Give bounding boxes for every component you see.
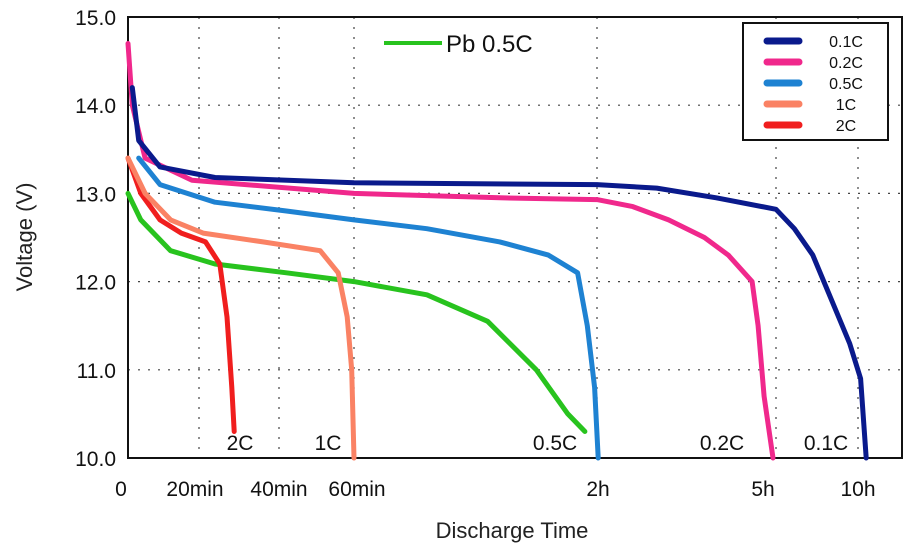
x-tick-label: 40min (250, 478, 307, 501)
series-curves (125, 41, 869, 461)
legend-label: 0.2C (829, 55, 863, 72)
legend-label: 0.1C (829, 34, 863, 51)
series-line-0-5c (136, 155, 601, 461)
x-tick-label: 2h (586, 478, 609, 501)
x-tick-label: 20min (166, 478, 223, 501)
x-tick-label: 60min (328, 478, 385, 501)
legend-label: 0.5C (829, 76, 863, 93)
series-line-0-2c (125, 41, 776, 461)
series-line-1c (125, 155, 357, 461)
y-tick-label: 12.0 (75, 272, 116, 295)
y-tick-label: 11.0 (77, 360, 116, 383)
x-tick-label: 10h (840, 478, 875, 501)
curve-label: 0.2C (700, 432, 744, 455)
x-axis-title: Discharge Time (436, 518, 589, 543)
series-line-2c (125, 155, 237, 434)
y-tick-label: 14.0 (75, 95, 116, 118)
pb-annotation-legend: Pb 0.5C (384, 31, 533, 58)
curve-label: 0.1C (804, 432, 848, 455)
x-tick-label: 5h (751, 478, 774, 501)
curve-label: 0.5C (533, 432, 577, 455)
x-axis-ticks: 0 20min 40min 60min 2h 5h 10h (115, 478, 875, 501)
y-axis-title: Voltage (V) (12, 183, 37, 292)
legend: 0.1C 0.2C 0.5C 1C 2C (742, 22, 889, 141)
legend-label: 1C (836, 97, 856, 114)
y-tick-label: 15.0 (75, 7, 116, 30)
series-line-0-1c (129, 85, 869, 461)
y-tick-label: 13.0 (75, 183, 116, 206)
series-line-pb-0-5c (125, 190, 588, 434)
plot-frame (127, 16, 903, 459)
y-axis-ticks: 10.0 11.0 12.0 13.0 14.0 15.0 (75, 7, 116, 471)
legend-label: 2C (836, 118, 856, 135)
curve-label: 1C (315, 432, 342, 455)
y-tick-label: 10.0 (75, 448, 116, 471)
x-tick-label: 0 (115, 478, 127, 501)
curve-labels: 0.1C 0.2C 1C 2C 0.5C (227, 432, 849, 455)
legend-box (742, 22, 889, 141)
curve-label: 2C (227, 432, 254, 455)
pb-annotation-label: Pb 0.5C (446, 31, 533, 58)
